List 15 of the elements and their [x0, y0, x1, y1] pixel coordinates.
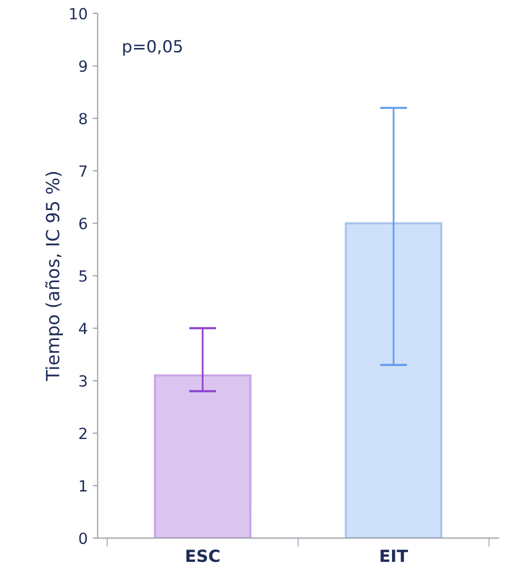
y-tick-label: 10 — [70, 8, 87, 20]
y-tick-label: 5 — [79, 270, 87, 282]
y-tick-label: 4 — [78, 322, 88, 334]
y-tick-label: 1 — [80, 480, 87, 492]
y-tick-label: 7 — [79, 165, 87, 177]
y-tick-label: 0 — [79, 532, 87, 544]
x-tick-label: EIT — [380, 550, 408, 562]
y-tick-label: 8 — [79, 112, 87, 124]
x-tick-label: ESC — [186, 550, 220, 562]
annotation: p=0,05 — [123, 40, 182, 56]
y-axis-title: Tiempo (años, IC 95 %) — [45, 172, 63, 382]
y-tick-label: 6 — [79, 218, 87, 230]
y-tick-label: 9 — [79, 60, 87, 72]
y-tick-label: 2 — [79, 428, 86, 439]
y-tick-label: 3 — [79, 375, 87, 387]
